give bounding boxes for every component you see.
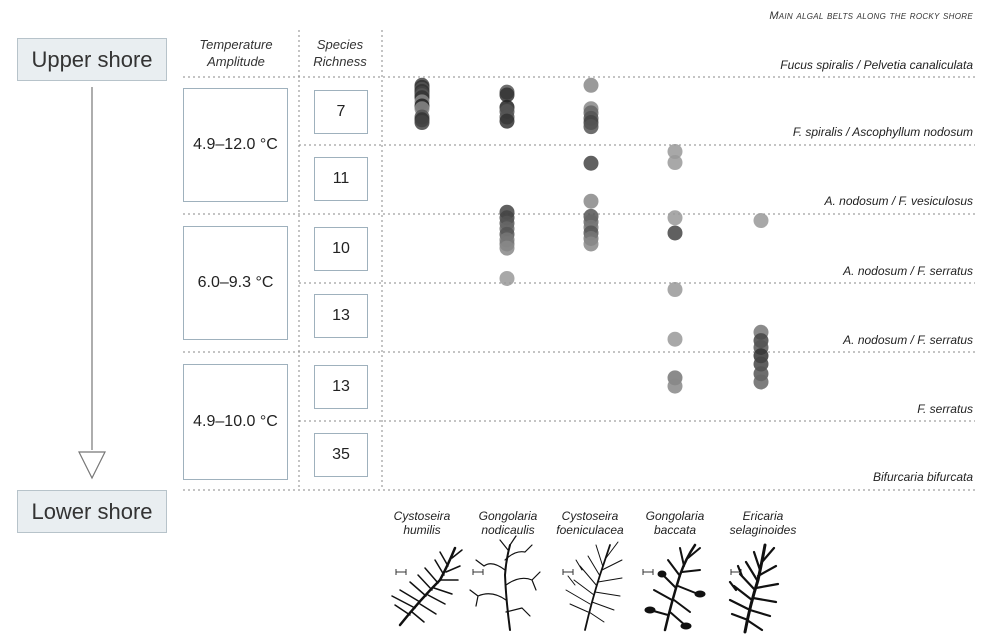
alga-illustration-cystoseira-humilis (391, 546, 463, 627)
species-name-line2: baccata (653, 523, 697, 537)
occurrence-dot (583, 236, 599, 252)
occurrence-dot (667, 155, 683, 171)
species-name-line1: Gongolaria (478, 509, 538, 523)
species-name-line2: selaginoides (729, 523, 797, 537)
species-name-line1: Cystoseira (561, 509, 619, 523)
belts-title: Main algal belts along the rocky shore (769, 10, 973, 22)
species-label-cystoseira-foeniculacea: Cystoseira foeniculacea (545, 509, 635, 537)
species-name-line2: nodicaulis (481, 523, 535, 537)
species-label-gongolaria-baccata: Gongolaria baccata (630, 509, 720, 537)
belt-label: A. nodosum / F. serratus (843, 264, 973, 278)
belt-label: Fucus spiralis / Pelvetia canaliculata (780, 58, 973, 72)
shore-arrow-head (78, 451, 106, 480)
occurrence-dot (499, 240, 515, 256)
richness-box: 13 (314, 294, 368, 338)
richness-box: 10 (314, 227, 368, 271)
occurrence-dot (499, 113, 515, 129)
occurrence-dot (583, 193, 599, 209)
species-label-ericaria-selaginoides: Ericaria selaginoides (718, 509, 808, 537)
upper-shore-label: Upper shore (17, 38, 167, 81)
species-name-line2: humilis (403, 523, 441, 537)
lower-shore-label: Lower shore (17, 490, 167, 533)
species-name-line1: Ericaria (742, 509, 784, 523)
occurrence-dot (583, 77, 599, 93)
belt-label: A. nodosum / F. vesiculosus (824, 194, 973, 208)
occurrence-dots (414, 77, 769, 394)
temperature-header-line2: Amplitude (207, 54, 265, 69)
belt-label: F. serratus (917, 402, 973, 416)
alga-illustration-cystoseira-foeniculacea (565, 541, 623, 631)
occurrence-dot (753, 374, 769, 390)
richness-header-line1: Species (316, 37, 364, 52)
occurrence-dot (667, 282, 683, 298)
occurrence-dot (499, 270, 515, 286)
occurrence-dot (583, 155, 599, 171)
species-name-line1: Gongolaria (645, 509, 705, 523)
temperature-header: Temperature Amplitude (186, 36, 286, 70)
richness-box: 11 (314, 157, 368, 201)
occurrence-dot (753, 213, 769, 229)
richness-box: 13 (314, 365, 368, 409)
temperature-range-box: 6.0–9.3 °C (183, 226, 288, 340)
occurrence-dot (667, 144, 683, 160)
richness-box: 35 (314, 433, 368, 477)
occurrence-dot (583, 119, 599, 135)
species-label-gongolaria-nodicaulis: Gongolaria nodicaulis (463, 509, 553, 537)
richness-header-line2: Richness (313, 54, 367, 69)
occurrence-dot (667, 378, 683, 394)
alga-illustration-ericaria-selaginoides (728, 543, 780, 634)
alga-illustration-gongolaria-baccata (644, 543, 706, 632)
species-label-cystoseira-humilis: Cystoseira humilis (377, 509, 467, 537)
scale-bars (395, 569, 742, 575)
occurrence-dot (667, 331, 683, 347)
occurrence-dot (414, 115, 430, 131)
species-name-line1: Cystoseira (393, 509, 451, 523)
species-name-line2: foeniculacea (556, 523, 624, 537)
occurrence-dot (667, 210, 683, 226)
occurrence-dot (499, 87, 515, 103)
occurrence-dot (667, 225, 683, 241)
richness-box: 7 (314, 90, 368, 134)
temperature-range-box: 4.9–12.0 °C (183, 88, 288, 202)
temperature-header-line1: Temperature (199, 37, 273, 52)
belt-label: Bifurcaria bifurcata (872, 470, 973, 484)
temperature-range-box: 4.9–10.0 °C (183, 364, 288, 480)
belt-label: A. nodosum / F. serratus (843, 333, 973, 347)
belt-label: F. spiralis / Ascophyllum nodosum (792, 125, 973, 139)
richness-header: Species Richness (305, 36, 375, 70)
alga-illustration-gongolaria-nodicaulis (469, 535, 541, 631)
